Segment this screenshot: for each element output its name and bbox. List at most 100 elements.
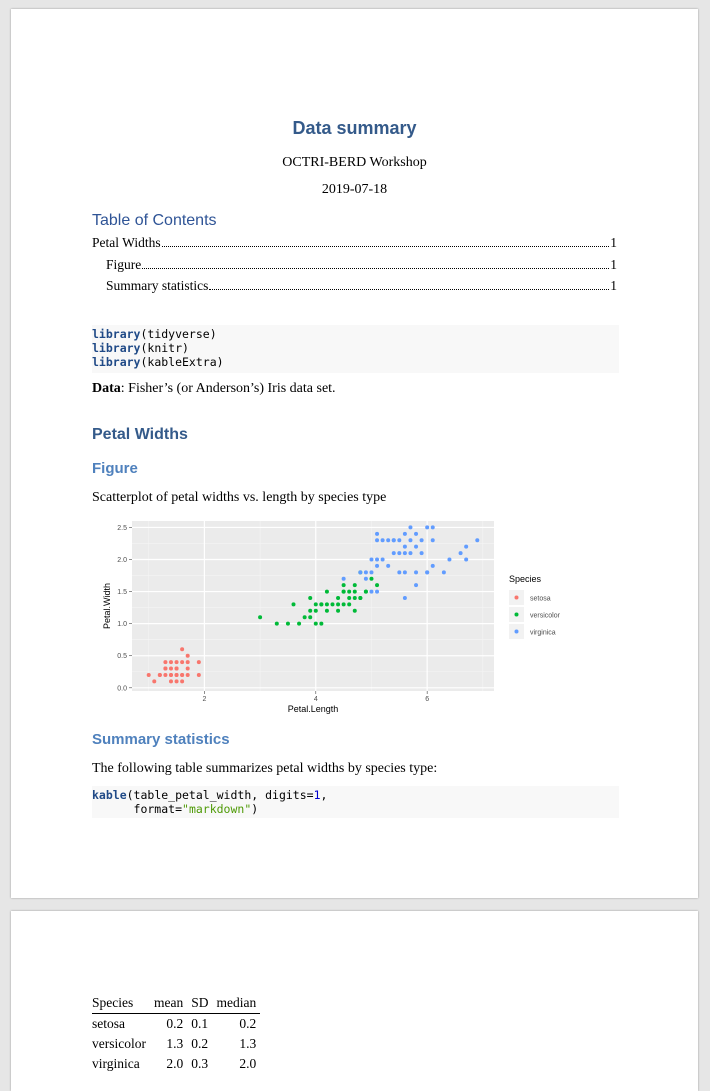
y-tick-label: 2.5 <box>117 525 127 532</box>
plot-panel <box>132 521 494 691</box>
toc-entry-label: Summary statistics <box>106 278 209 293</box>
data-point-virginica <box>402 551 407 556</box>
data-point-versicolor <box>363 589 368 594</box>
data-point-versicolor <box>313 602 318 607</box>
data-point-virginica <box>430 563 435 568</box>
heading-petal-widths: Petal Widths <box>92 426 188 443</box>
document-page-1: Data summary OCTRI-BERD Workshop 2019-07… <box>11 9 698 898</box>
data-point-setosa <box>168 660 173 665</box>
data-point-setosa <box>168 666 173 671</box>
data-point-versicolor <box>302 615 307 620</box>
toc-entry-figure[interactable]: Figure 1 <box>106 257 617 273</box>
code-line: kable(table_petal_width, digits=1, <box>92 788 328 802</box>
table-cell: versicolor <box>92 1036 146 1051</box>
column-header: median <box>212 993 261 1014</box>
data-point-versicolor <box>291 602 296 607</box>
data-point-versicolor <box>330 602 335 607</box>
heading-summary-statistics: Summary statistics <box>92 731 230 748</box>
data-point-virginica <box>369 570 374 575</box>
data-point-setosa <box>180 647 185 652</box>
table-cell: 2.0 <box>239 1056 257 1071</box>
data-point-virginica <box>464 544 469 549</box>
data-point-setosa <box>180 679 185 684</box>
data-point-versicolor <box>341 589 346 594</box>
data-point-versicolor <box>347 602 352 607</box>
data-point-virginica <box>363 576 368 581</box>
data-point-virginica <box>414 544 419 549</box>
table-cell: 0.2 <box>191 1036 209 1051</box>
data-point-versicolor <box>336 608 341 613</box>
table-cell: virginica <box>92 1056 140 1071</box>
data-point-setosa <box>174 672 179 677</box>
toc-entry-label: Petal Widths <box>92 235 161 250</box>
document-date: 2019-07-18 <box>321 182 388 197</box>
data-point-virginica <box>375 589 380 594</box>
data-point-virginica <box>358 570 363 575</box>
data-point-setosa <box>185 653 190 658</box>
column-header: SD <box>187 993 213 1014</box>
data-point-versicolor <box>313 621 318 626</box>
data-point-versicolor <box>319 602 324 607</box>
data-point-virginica <box>375 557 380 562</box>
document-author: OCTRI-BERD Workshop <box>282 155 427 170</box>
data-point-versicolor <box>308 615 313 620</box>
x-tick-label: 6 <box>425 696 429 703</box>
data-point-virginica <box>386 563 391 568</box>
table-cell: 1.3 <box>166 1036 184 1051</box>
legend-key-setosa <box>514 595 519 600</box>
data-point-virginica <box>391 551 396 556</box>
data-point-versicolor <box>336 602 341 607</box>
data-point-virginica <box>402 544 407 549</box>
data-point-virginica <box>447 557 452 562</box>
table-cell: setosa <box>92 1016 125 1031</box>
toc-leader-dots <box>142 268 610 269</box>
y-tick-label: 1.0 <box>117 621 127 628</box>
code-line: format="markdown") <box>92 802 259 816</box>
data-point-virginica <box>397 538 402 543</box>
x-axis-title: Petal.Length <box>288 704 339 714</box>
data-point-setosa <box>174 660 179 665</box>
data-point-virginica <box>408 538 413 543</box>
data-point-versicolor <box>324 608 329 613</box>
y-tick-label: 1.5 <box>117 589 127 596</box>
data-point-setosa <box>163 672 168 677</box>
toc-entry-page: 1 <box>610 257 617 272</box>
toc-entry-summary-statistics[interactable]: Summary statistics 1 <box>106 278 617 294</box>
data-point-setosa <box>185 666 190 671</box>
data-point-versicolor <box>308 608 313 613</box>
toc-entry-page: 1 <box>610 235 617 250</box>
data-point-versicolor <box>308 595 313 600</box>
summary-description: The following table summarizes petal wid… <box>92 761 438 776</box>
data-point-virginica <box>375 538 380 543</box>
summary-table: Species mean SD median setosa 0.2 0.1 0.… <box>92 993 261 1074</box>
data-point-versicolor <box>341 602 346 607</box>
data-point-virginica <box>402 595 407 600</box>
data-point-setosa <box>168 679 173 684</box>
data-point-versicolor <box>352 595 357 600</box>
data-point-virginica <box>425 570 430 575</box>
code-block-kable: kable(table_petal_width, digits=1, forma… <box>92 786 619 818</box>
data-point-virginica <box>369 557 374 562</box>
x-tick-label: 2 <box>202 696 206 703</box>
data-point-virginica <box>402 570 407 575</box>
data-point-virginica <box>464 557 469 562</box>
toc-entry-petal-widths[interactable]: Petal Widths 1 <box>92 235 617 251</box>
legend-key-versicolor <box>514 612 519 617</box>
data-point-virginica <box>391 538 396 543</box>
data-point-versicolor <box>352 589 357 594</box>
data-point-virginica <box>430 538 435 543</box>
data-point-setosa <box>180 660 185 665</box>
y-tick-label: 0.0 <box>117 685 127 692</box>
data-note: Data: Fisher’s (or Anderson’s) Iris data… <box>92 381 336 397</box>
data-point-virginica <box>402 531 407 536</box>
data-point-setosa <box>196 672 201 677</box>
data-point-setosa <box>185 660 190 665</box>
data-point-virginica <box>414 583 419 588</box>
data-point-virginica <box>458 551 463 556</box>
data-point-setosa <box>174 666 179 671</box>
data-point-virginica <box>419 551 424 556</box>
data-point-virginica <box>363 570 368 575</box>
data-point-setosa <box>174 679 179 684</box>
data-point-virginica <box>408 525 413 530</box>
table-cell: 1.3 <box>239 1036 257 1051</box>
